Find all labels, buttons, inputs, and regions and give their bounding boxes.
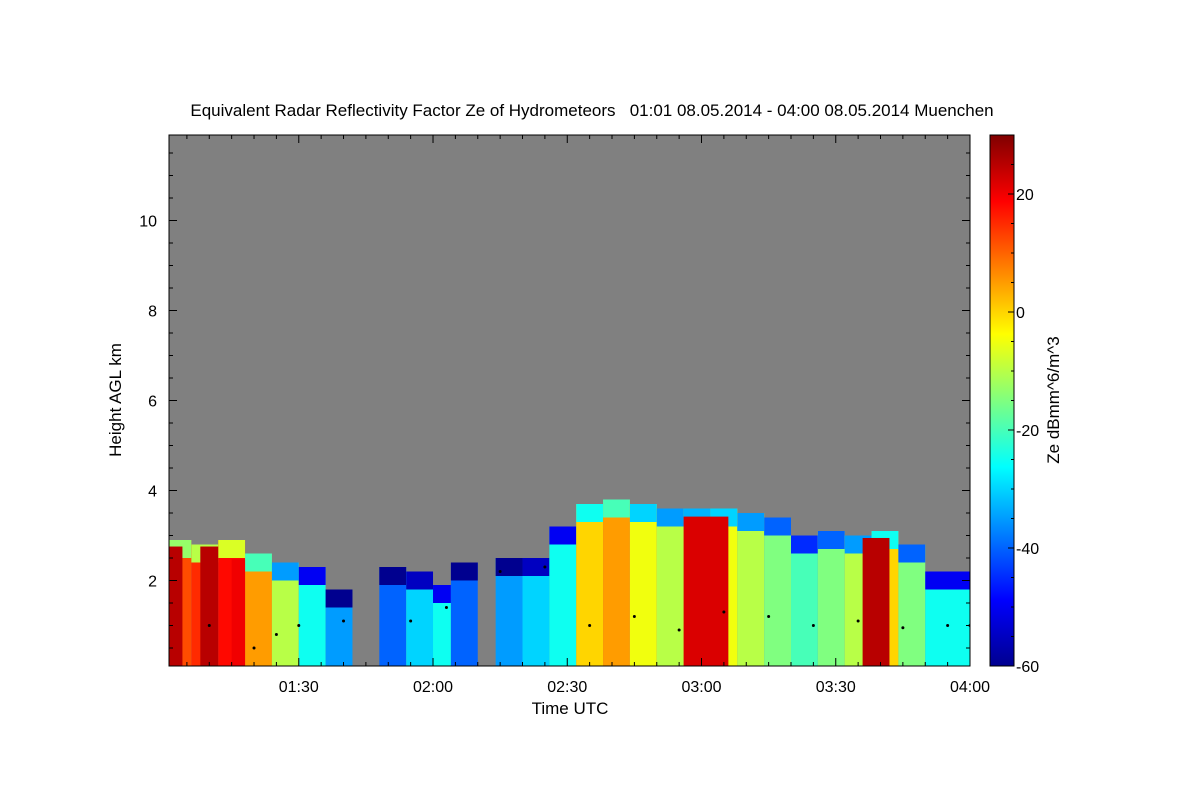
y-tick-label: 2	[148, 574, 157, 591]
echo-top-fringe	[898, 544, 926, 563]
melting-layer-dot	[409, 619, 413, 623]
melting-layer-dot	[297, 624, 301, 627]
x-axis-label: Time UTC	[532, 699, 609, 718]
echo-top-fringe	[603, 499, 630, 518]
reflectivity-column	[549, 526, 577, 666]
melting-layer-dot	[274, 633, 278, 636]
reflectivity-column	[433, 585, 451, 666]
melting-layer-dot	[444, 606, 448, 609]
echo-top-fringe	[764, 517, 792, 536]
echo-top-fringe	[379, 567, 407, 585]
echo-top-fringe	[433, 585, 451, 603]
chart-title: Equivalent Radar Reflectivity Factor Ze …	[190, 101, 993, 120]
echo-top-fringe	[817, 531, 845, 549]
echo-top-fringe	[925, 571, 970, 590]
echo-top-fringe	[737, 513, 765, 531]
x-tick-label: 01:30	[279, 679, 319, 696]
colorbar-tick-label: 20	[1016, 187, 1034, 204]
reflectivity-column	[764, 517, 792, 666]
x-tick-label: 02:00	[413, 679, 453, 696]
intense-column	[169, 546, 183, 666]
reflectivity-column	[629, 504, 657, 666]
colorbar-ticks: 20 0 -20 -40 -60	[1008, 134, 1039, 676]
y-tick-label: 8	[148, 304, 157, 321]
colorbar-tick-label: -40	[1016, 541, 1039, 558]
melting-layer-dot	[588, 624, 592, 627]
reflectivity-column	[245, 553, 272, 666]
melting-layer-dot	[498, 570, 502, 573]
echo-top-fringe	[450, 562, 478, 581]
echo-top-fringe	[495, 558, 523, 576]
x-tick-label: 04:00	[950, 679, 990, 696]
intense-column	[200, 546, 219, 666]
x-axis: 01:30 02:00 02:30 03:00 03:30 04:00	[186, 135, 990, 696]
melting-layer-dot	[632, 615, 636, 618]
colorbar-label: Ze dBmm^6/m^3	[1044, 336, 1063, 463]
melting-layer-dot	[342, 619, 346, 623]
reflectivity-column	[656, 508, 684, 666]
echo-top-fringe	[522, 558, 550, 576]
x-tick-label: 02:30	[547, 679, 587, 696]
melting-layer-dot	[543, 565, 547, 569]
melting-layer-dot	[856, 619, 860, 623]
echo-top-fringe	[656, 508, 684, 527]
y-tick-label: 6	[148, 394, 157, 411]
melting-layer-dot	[901, 626, 905, 630]
melting-layer-dot	[677, 628, 681, 632]
y-tick-label: 10	[139, 214, 157, 231]
melting-layer-dot	[946, 624, 950, 627]
melting-layer-dot	[252, 646, 256, 650]
reflectivity-column	[898, 544, 926, 666]
echo-top-fringe	[325, 589, 353, 608]
y-axis-label: Height AGL km	[106, 343, 125, 457]
colorbar-tick-label: -60	[1016, 659, 1039, 676]
echo-top-fringe	[549, 526, 577, 545]
y-axis: 2 4 6 8 10	[139, 152, 970, 649]
colorbar-tick-label: 0	[1016, 305, 1025, 322]
x-tick-label: 03:30	[816, 679, 856, 696]
melting-layer-dot	[207, 624, 211, 627]
echo-top-fringe	[406, 571, 434, 590]
reflectivity-column	[576, 504, 604, 666]
intense-column	[862, 537, 890, 666]
melting-layer-dot	[767, 615, 771, 618]
reflectivity-column	[603, 499, 630, 666]
reflectivity-field	[169, 499, 970, 666]
reflectivity-column	[817, 531, 845, 666]
echo-top-fringe	[245, 553, 272, 572]
echo-top-fringe	[576, 504, 604, 522]
colorbar	[989, 134, 1015, 667]
x-tick-label: 03:00	[681, 679, 721, 696]
reflectivity-column	[791, 535, 818, 666]
echo-top-fringe	[298, 567, 326, 585]
intense-column	[231, 559, 246, 666]
melting-layer-dot	[722, 610, 726, 614]
melting-layer-dot	[811, 624, 815, 627]
reflectivity-column	[737, 513, 765, 666]
melting-layer-dots	[207, 565, 970, 650]
colorbar-tick-label: -20	[1016, 423, 1039, 440]
echo-top-fringe	[271, 562, 299, 581]
echo-top-fringe	[218, 540, 246, 558]
intense-column	[683, 516, 729, 666]
echo-top-fringe	[629, 504, 657, 522]
y-tick-label: 4	[148, 484, 157, 501]
echo-top-fringe	[791, 535, 818, 554]
